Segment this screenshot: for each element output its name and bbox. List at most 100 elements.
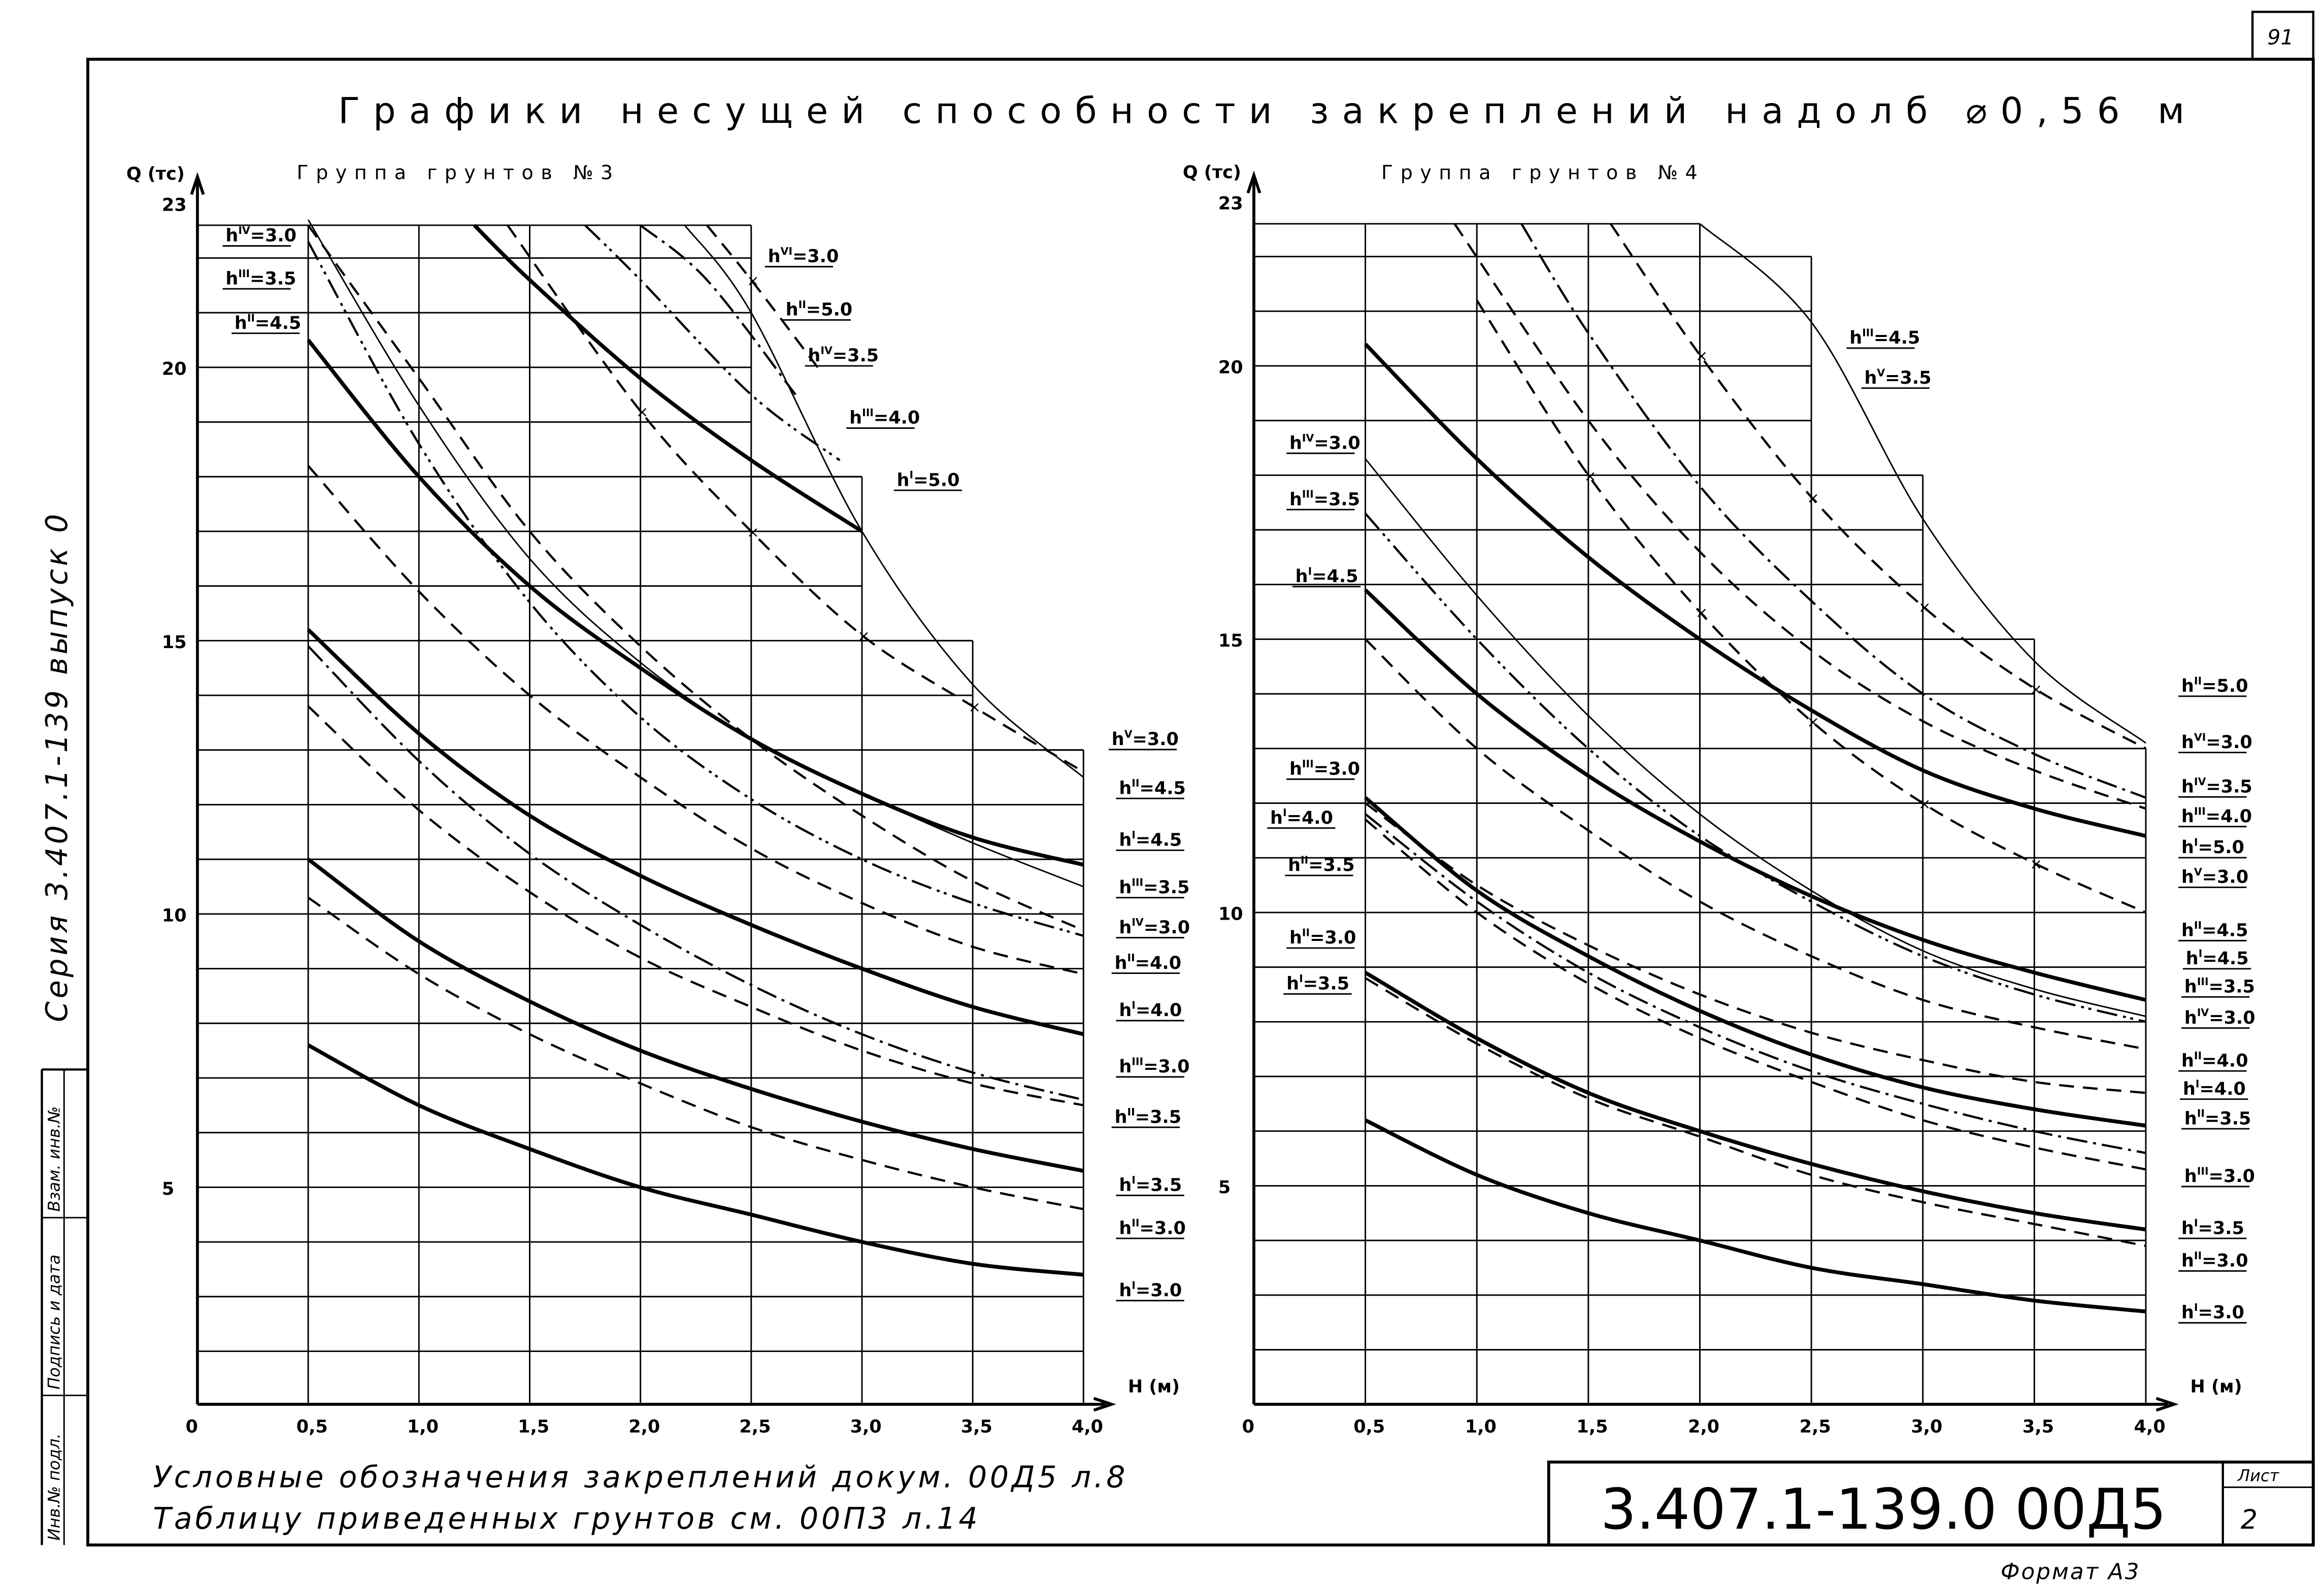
series-curve-envelope (684, 224, 1084, 778)
curve-label: hII=5.0 (786, 298, 853, 320)
curve-label: hIII=4.0 (2181, 805, 2252, 827)
y-tick-label: 20 (162, 358, 187, 379)
x-tick-label: 0,5 (296, 1416, 328, 1437)
curve-label: hI=5.0 (897, 469, 960, 491)
x-marker-icon: × (1807, 489, 1819, 507)
x-marker-icon: × (747, 272, 759, 289)
paper-format: Формат А3 (2001, 1559, 2141, 1584)
x-tick-label: 1,5 (518, 1416, 549, 1437)
series-curve-h3-0 (1365, 977, 2146, 1247)
series-curve-h3-0 (307, 1043, 1084, 1277)
y-tick-label: 15 (1218, 630, 1243, 651)
curve-label: hI=4.5 (2186, 947, 2249, 969)
series-curve-hII5-0 (706, 224, 819, 368)
x-tick-label: 3,0 (1911, 1416, 1942, 1437)
series-curve-h4-5 (307, 219, 1084, 888)
curve-label: hI=4.0 (1119, 999, 1182, 1021)
curve-label: hI=5.0 (2181, 836, 2244, 858)
x-marker-icon: × (1918, 795, 1931, 813)
curve-label: hIII=4.0 (849, 407, 920, 428)
x-tick-label: 3,5 (961, 1416, 992, 1437)
curve-label: hII=3.5 (1115, 1106, 1182, 1128)
page-number: 91 (2267, 25, 2294, 50)
x-marker-icon: × (857, 627, 870, 645)
curve-label: hII=3.5 (2184, 1107, 2251, 1129)
curve-label: hI=3.5 (2181, 1217, 2244, 1239)
curve-label: hI=3.0 (1119, 1279, 1182, 1301)
curve-label: hII=4.5 (235, 312, 302, 333)
series-curve-h3-0 (307, 645, 1084, 1101)
curve-label: hI=4.5 (1119, 829, 1182, 851)
curve-label: hIV=3.5 (2181, 775, 2252, 797)
chart-right-title: Группа грунтов №4 (1381, 161, 1705, 184)
curve-label: hIII=3.0 (1289, 758, 1360, 780)
curve-label: hIV=3.0 (1289, 432, 1360, 454)
x-tick-label: 0 (1242, 1416, 1254, 1437)
curve-label: hII=5.0 (2181, 675, 2248, 696)
document-code: 3.407.1-139.0 00Д5 (1601, 1477, 2166, 1542)
curve-label: hI=4.5 (1296, 565, 1358, 587)
curve-label: hII=3.0 (1119, 1217, 1186, 1239)
series-curve-hVI3-0 (1609, 223, 2147, 750)
curve-label: hV=3.0 (2181, 866, 2248, 888)
chart-soil-group-4: Q (тс) H (м) 0 0,5 1,0 1,5 2,0 2,5 3,0 3,5 4,0 5 10 1… (1183, 162, 2255, 1437)
series-note: Серия 3.407.1-139 выпуск 0 (40, 511, 74, 1022)
series-curve-hII5-0 (1699, 223, 2146, 744)
curve-label: hIII=4.5 (1849, 327, 1920, 349)
curve-label: hIII=3.0 (1119, 1056, 1189, 1077)
page-number-box (2251, 11, 2315, 60)
curve-label: hI=4.0 (2183, 1077, 2246, 1099)
curve-label: hV=3.0 (1112, 728, 1179, 750)
curve-label: hIV=3.0 (2184, 1006, 2255, 1028)
y-tick-label: 10 (162, 905, 187, 926)
series-curve-h3-5 (1364, 513, 2146, 1023)
curve-label: hI=3.0 (2181, 1301, 2244, 1323)
x-tick-label: 0 (186, 1416, 198, 1437)
sheet-label: Лист (2237, 1466, 2280, 1486)
margin-field-inv: Инв.№ подл. (44, 1433, 63, 1540)
sheet-number: 2 (2241, 1504, 2257, 1535)
curve-label: hI=3.5 (1286, 972, 1349, 994)
series-curve-hV3-0 (1476, 299, 2146, 914)
curve-label: hII=4.0 (1115, 952, 1182, 973)
series-curve-h3-0 (1364, 1118, 2146, 1313)
series-curve-hIII4-0 (584, 224, 841, 461)
curve-label: hI=4.0 (1270, 806, 1333, 828)
series-curve-h4-5 (1365, 638, 2146, 1051)
curve-label: hII=3.0 (1289, 927, 1356, 949)
chart-soil-group-3: Q (тс) H (м) 0 0,5 1,0 1,5 2,0 2,5 3,0 3,5 4,0 5 10 1… (126, 163, 1190, 1437)
series-curve-h4-0 (307, 465, 1084, 975)
x-tick-label: 3,5 (2022, 1416, 2054, 1437)
x-marker-icon: × (1584, 467, 1596, 485)
series-curve-hIV3-5 (1520, 223, 2146, 799)
title-block: 3.407.1-139.0 00Д5 Лист 2 (1547, 1460, 2315, 1547)
curve-label: hII=3.5 (1288, 854, 1355, 876)
series-curve-h3-5 (1364, 971, 2146, 1232)
series-curve-h5-0 (473, 224, 864, 533)
series-curve-h3-5 (307, 705, 1084, 1106)
x-axis-label: H (м) (2190, 1376, 2242, 1397)
series-curve-hIV3-5 (640, 224, 796, 396)
x-marker-icon: × (747, 524, 759, 541)
series-curve-hIV3-0 (1365, 458, 2146, 1017)
x-tick-label: 1,0 (407, 1416, 439, 1437)
x-tick-label: 4,0 (1072, 1416, 1103, 1437)
x-axis-arrow-icon (1093, 1397, 1116, 1412)
sheet-frame (86, 57, 2315, 1547)
x-tick-label: 0,5 (1353, 1416, 1385, 1437)
x-marker-icon: × (1807, 714, 1819, 731)
curve-label: hIV=3.0 (1119, 916, 1190, 938)
y-axis-label: Q (тс) (1183, 162, 1241, 183)
x-marker-icon: × (2030, 681, 2042, 698)
series-curve-h5-0 (1364, 343, 2146, 838)
series-curve-h4-0 (307, 628, 1084, 1036)
x-tick-label: 4,0 (2134, 1416, 2166, 1437)
x-tick-label: 1,5 (1577, 1416, 1608, 1437)
x-marker-icon: × (1918, 598, 1931, 616)
margin-field-signature: Подпись и дата (44, 1255, 63, 1390)
chart-left-title: Группа грунтов №3 (296, 161, 620, 184)
y-tick-label: 20 (1218, 357, 1243, 378)
x-axis-arrow-icon (2155, 1397, 2179, 1412)
series-curve-h4-5 (307, 339, 1084, 867)
